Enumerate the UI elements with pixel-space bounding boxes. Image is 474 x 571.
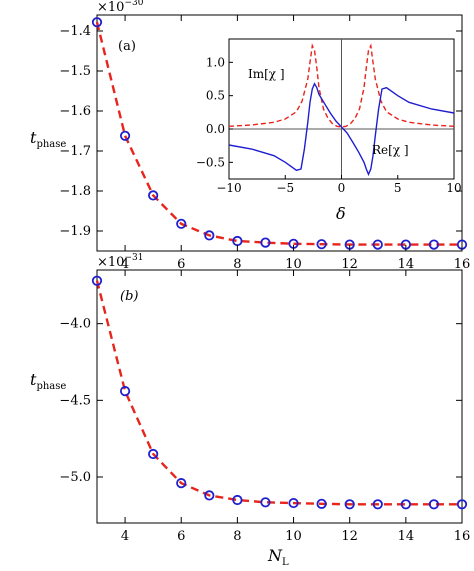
panel-a-y-tick-label: −1.6	[59, 104, 91, 119]
panel-a-data-point	[428, 239, 440, 250]
inset-x-tick-label: −10	[216, 181, 241, 195]
panel-a-y-tick-label: −1.5	[59, 64, 91, 79]
panel-b-frame	[96, 269, 463, 524]
panel-a-x-tick-label: 12	[341, 257, 358, 272]
inset-y-tick-label: 0.0	[206, 122, 225, 136]
panel-a-data-point	[316, 239, 327, 250]
panel-b-fit-line	[95, 280, 462, 506]
panel-a-x-tick-label: 8	[233, 257, 241, 272]
panel-b-ylabel: tphase	[30, 370, 66, 392]
panel-a-x-tick-label: 14	[398, 257, 415, 272]
panel-a-x-tick-label: 10	[285, 257, 302, 272]
panel-b-y-tick-label: −4.0	[59, 317, 91, 332]
panel-b-data-point	[428, 499, 440, 510]
panel-b-data-point	[260, 497, 271, 508]
panel-b-data-point	[344, 499, 355, 510]
panel-b-x-tick-label: 16	[454, 529, 471, 544]
panel-b-data-point	[119, 386, 131, 397]
panel-b-data-point	[288, 497, 299, 509]
panel-b-data-point	[456, 499, 468, 510]
panel-b-x-tick-label: 12	[341, 529, 358, 544]
panel-a-x-tick-label: 16	[454, 257, 471, 272]
panel-b-data-point	[232, 494, 243, 506]
panel-b-x-tick-label: 4	[121, 529, 129, 544]
panel-a: 4 6 8 10 12 14 16 −1.4 −1.5 −1.6 −1.7 −1.8 −1.9 ×10−…	[30, 0, 470, 272]
panel-b-y-tick-label: −5.0	[59, 470, 91, 485]
inset-x-tick-label: −5	[276, 181, 294, 195]
panel-a-data-point	[204, 230, 215, 241]
panel-b: 4 6 8 10 12 14 16 −4.0 −4.5 −5.0 ×10−31 (b) tphas…	[30, 253, 470, 568]
panel-b-data-point	[204, 490, 215, 501]
inset-label-re: Re[χ ]	[372, 143, 409, 157]
panel-b-label: (b)	[120, 289, 138, 304]
panel-b-data-point	[372, 499, 383, 510]
inset-im-curve	[228, 43, 455, 128]
panel-b-x-tick-label: 10	[285, 529, 302, 544]
panel-a-x-tick-label: 4	[121, 257, 129, 272]
panel-b-x-tick-label: 14	[398, 529, 415, 544]
inset-chart: −10 −5 0 5 10 −0.5 0.0 0.5 1.0 Im[χ ] Re[χ ] δ	[196, 38, 462, 223]
panel-b-data-point	[148, 448, 159, 460]
panel-b-data-point	[316, 498, 327, 509]
inset-label-im: Im[χ ]	[248, 67, 285, 81]
panel-a-data-point	[260, 237, 271, 248]
panel-a-x-tick-label: 6	[177, 257, 185, 272]
panel-a-multiplier: ×10−30	[97, 0, 144, 15]
panel-a-y-tick-label: −1.8	[59, 184, 91, 199]
panel-a-data-point	[91, 17, 103, 28]
panel-b-x-tick-label: 6	[177, 529, 185, 544]
panel-a-y-tick-label: −1.4	[59, 24, 91, 39]
inset-x-tick-label: 10	[446, 181, 461, 195]
panel-b-x-tick-label: 8	[233, 529, 241, 544]
inset-y-tick-label: −0.5	[196, 155, 225, 169]
panel-a-data-point	[176, 218, 187, 229]
panel-b-xlabel: NL	[267, 546, 289, 568]
panel-a-data-point	[119, 130, 131, 141]
panel-b-y-tick-label: −4.5	[59, 393, 91, 408]
panel-a-y-tick-label: −1.9	[59, 224, 91, 239]
panel-a-y-tick-label: −1.7	[59, 144, 91, 159]
inset-x-tick-label: 0	[338, 181, 346, 195]
inset-y-tick-label: 1.0	[206, 55, 225, 69]
panel-a-data-point	[148, 190, 159, 201]
inset-y-tick-label: 0.5	[206, 89, 225, 103]
inset-x-tick-label: 5	[394, 181, 402, 195]
inset-re-curve	[228, 82, 455, 177]
panel-a-data-point	[372, 239, 383, 250]
panel-a-label: (a)	[118, 39, 136, 54]
panel-b-data-point	[400, 499, 411, 510]
panel-a-ylabel: tphase	[30, 128, 66, 150]
inset-xlabel: δ	[336, 204, 346, 223]
panel-b-multiplier: ×10−31	[97, 253, 143, 270]
panel-a-frame	[96, 14, 463, 252]
panel-b-data-point	[91, 275, 103, 286]
panel-b-data-point	[176, 478, 187, 489]
